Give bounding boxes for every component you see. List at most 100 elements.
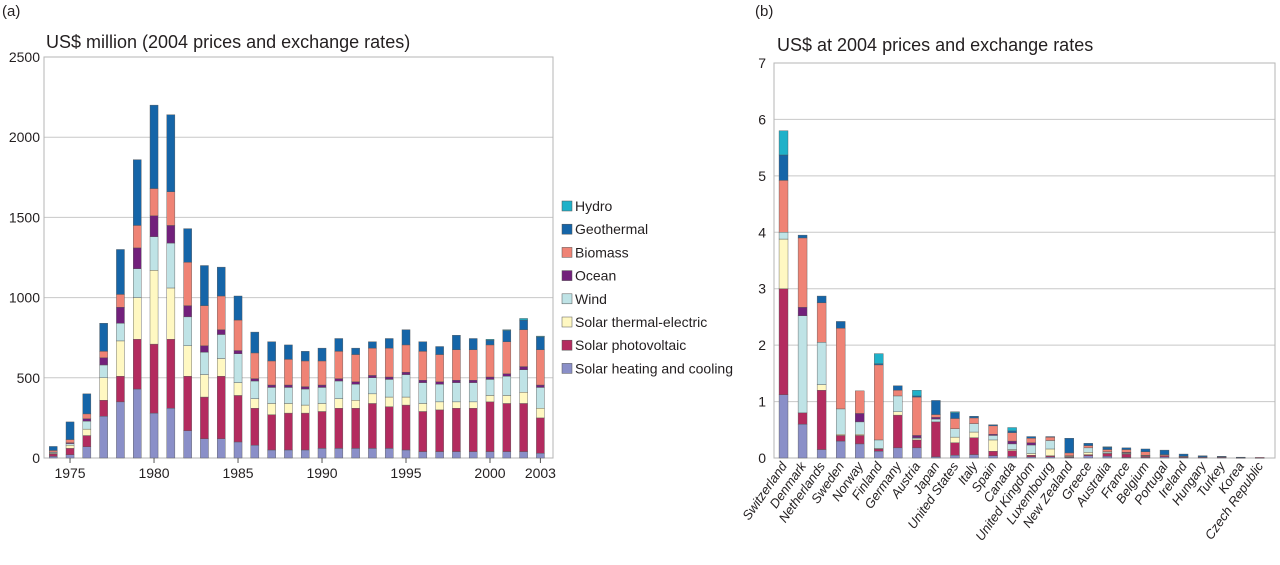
- chart-a-bar-1979-geothermal: [133, 159, 142, 226]
- chart-a-bar-1992-ocean: [351, 381, 360, 385]
- chart-a-bar-1998-solar-heating-and-cooling: [452, 451, 461, 459]
- chart-a-xtick-1985: 1985: [222, 465, 253, 481]
- chart-b-bar-switzerland-solar-photovoltaic: [778, 288, 789, 396]
- chart-a-bar-1996-solar-heating-and-cooling: [418, 451, 428, 459]
- chart-b-bar-japan-ocean: [931, 417, 941, 420]
- panel-a-label: (a): [2, 3, 20, 20]
- chart-a-xtick-1995: 1995: [390, 465, 421, 481]
- chart-b-bar-denmark-solar-heating-and-cooling: [797, 423, 808, 459]
- chart-b-bar-norway-solar-heating-and-cooling: [855, 443, 865, 459]
- chart-b-bar-sweden-solar-photovoltaic: [835, 435, 846, 442]
- chart-a-bar-1997-biomass: [435, 354, 444, 383]
- chart-a-bar-1975-wind: [65, 443, 75, 446]
- chart-a-bar-1990-solar-thermal-electric: [317, 403, 327, 412]
- chart-a-bar-1999-ocean: [468, 380, 478, 383]
- chart-a-bar-1999-wind: [468, 382, 478, 403]
- chart-b-bar-portugal-geothermal: [1159, 449, 1170, 455]
- chart-a-bar-1993-geothermal: [368, 341, 377, 349]
- chart-a-xtick-1975: 1975: [54, 465, 85, 481]
- chart-a-bar-1995-wind: [401, 374, 411, 398]
- chart-a-bar-1977-biomass: [99, 351, 108, 358]
- chart-a-bar-2001-wind: [502, 375, 512, 396]
- chart-a-bar-1985-geothermal: [233, 295, 243, 321]
- chart-a-bar-1993-ocean: [368, 375, 377, 379]
- chart-a-bar-1994-wind: [384, 379, 394, 398]
- chart-a-bar-1989-solar-photovoltaic: [300, 412, 310, 451]
- chart-b-bar-belgium-biomass: [1140, 451, 1151, 456]
- chart-b-bar-austria-ocean: [912, 435, 922, 438]
- chart-b: 01234567SwitzerlandDenmarkNetherlandsSwe…: [739, 55, 1276, 543]
- chart-a-bar-1983-geothermal: [200, 265, 209, 306]
- chart-b-bar-austria-solar-photovoltaic: [912, 439, 922, 449]
- chart-a-bar-1975-solar-photovoltaic: [65, 448, 75, 455]
- chart-a-bar-2003-solar-thermal-electric: [536, 408, 545, 419]
- chart-b-bar-france-solar-photovoltaic: [1121, 453, 1132, 458]
- chart-b-bar-switzerland-solar-heating-and-cooling: [778, 394, 789, 459]
- chart-a-bar-1980-ocean: [149, 215, 159, 237]
- chart-b-bar-netherlands-solar-heating-and-cooling: [816, 449, 827, 459]
- chart-a-bar-1986-solar-heating-and-cooling: [250, 444, 260, 459]
- chart-a-bar-1995-solar-thermal-electric: [401, 396, 411, 406]
- chart-a-bar-1974-solar-photovoltaic: [49, 453, 58, 457]
- chart-a-bar-1993-wind: [368, 377, 377, 395]
- chart-a-bar-1978-ocean: [116, 307, 125, 324]
- chart-a-bar-1983-solar-photovoltaic: [200, 396, 209, 439]
- chart-b-plot-frame: [773, 62, 1276, 459]
- chart-b-bar-germany-biomass: [893, 390, 903, 397]
- chart-a-bar-1997-solar-photovoltaic: [435, 409, 444, 452]
- chart-a-bar-1987-geothermal: [267, 341, 276, 362]
- chart-b-bar-switzerland-geothermal: [778, 154, 789, 181]
- chart-a-bar-2000-ocean: [485, 376, 495, 380]
- legend: Hydro Geothermal Biomass Ocean Wind Solar the…: [561, 198, 733, 376]
- chart-a-bar-2003-solar-heating-and-cooling: [536, 452, 545, 459]
- chart-b-bar-united-states-geothermal: [950, 412, 960, 419]
- chart-b-bar-australia-solar-heating-and-cooling: [1102, 456, 1113, 459]
- chart-a-bar-1981-ocean: [166, 225, 176, 244]
- legend-label-biomass: Biomass: [575, 244, 629, 260]
- chart-a-bar-1980-solar-thermal-electric: [149, 270, 159, 345]
- chart-a-bar-1999-solar-heating-and-cooling: [468, 451, 478, 459]
- chart-b-bar-italy-geothermal: [969, 416, 979, 419]
- chart-a-bar-1977-geothermal: [99, 323, 108, 352]
- chart-a-bar-1993-solar-heating-and-cooling: [368, 448, 377, 459]
- chart-a-bar-1999-geothermal: [468, 338, 478, 350]
- chart-a-bar-1978-solar-thermal-electric: [116, 340, 125, 377]
- chart-b-bar-japan-solar-photovoltaic: [931, 421, 941, 458]
- chart-a-bar-1996-solar-photovoltaic: [418, 411, 428, 452]
- legend-swatch-ocean: [561, 270, 573, 281]
- chart-a-bar-1979-ocean: [133, 247, 142, 269]
- chart-a-ytick-3: 1500: [9, 209, 40, 225]
- chart-a-bar-1978-solar-heating-and-cooling: [116, 401, 125, 459]
- chart-a-bar-1978-solar-photovoltaic: [116, 375, 125, 403]
- chart-b-bar-spain-solar-heating-and-cooling: [988, 455, 998, 459]
- chart-a-bar-1998-solar-photovoltaic: [452, 408, 461, 452]
- legend-swatch-biomass: [561, 247, 573, 258]
- chart-a-bar-1999-solar-thermal-electric: [468, 401, 478, 409]
- chart-b-bar-australia-hydro: [1102, 446, 1113, 448]
- chart-b-ytick-3: 3: [758, 281, 766, 297]
- chart-b-bar-canada-solar-heating-and-cooling: [1007, 456, 1017, 459]
- chart-a-bar-1978-geothermal: [116, 249, 125, 295]
- chart-a-bar-1994-solar-thermal-electric: [384, 396, 394, 407]
- chart-b-bar-france-geothermal: [1121, 447, 1132, 450]
- chart-b-bar-united-kingdom-wind: [1026, 444, 1036, 454]
- chart-b-bar-canada-geothermal: [1007, 430, 1017, 433]
- chart-a-bar-1990-solar-heating-and-cooling: [317, 448, 327, 459]
- chart-b-bar-united-kingdom-biomass: [1026, 438, 1036, 443]
- chart-a-bar-2000-biomass: [485, 344, 495, 378]
- chart-a-bar-1979-solar-heating-and-cooling: [133, 388, 142, 459]
- chart-b-bar-canada-hydro: [1007, 427, 1017, 432]
- chart-a-bar-1990-wind: [317, 387, 327, 404]
- chart-b-bar-japan-biomass: [931, 414, 941, 418]
- chart-a-bar-1989-geothermal: [300, 351, 310, 362]
- chart-b-ytick-1: 1: [758, 394, 766, 410]
- chart-a-bar-2002-wind: [519, 369, 528, 393]
- chart-a-bar-2002-solar-photovoltaic: [519, 403, 528, 452]
- chart-a-bar-1994-ocean: [384, 376, 394, 380]
- chart-a-bar-1976-solar-photovoltaic: [82, 435, 92, 447]
- chart-a-bar-1988-solar-photovoltaic: [284, 412, 293, 451]
- chart-a-bar-1994-solar-heating-and-cooling: [384, 448, 394, 459]
- chart-a-bar-1991-solar-heating-and-cooling: [334, 448, 344, 459]
- chart-b-bar-luxembourg-biomass: [1045, 436, 1055, 441]
- chart-a-bar-2002-ocean: [519, 366, 528, 370]
